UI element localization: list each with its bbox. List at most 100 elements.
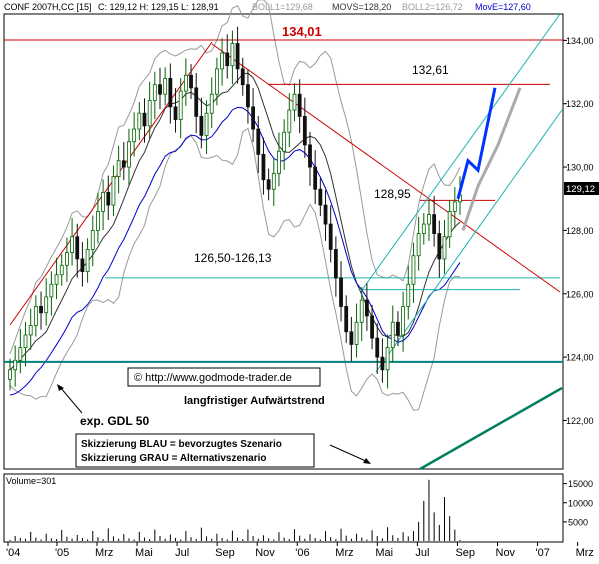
ema-line: [9, 106, 461, 396]
candle-body: [111, 176, 116, 206]
scenario-grey-text: Skizzierung GRAU = Alternativszenario: [81, 453, 267, 464]
x-axis: '04 '05 Mrz Mai Jul Sep Nov '06 Mrz Mai Jul Sep Nov '…: [6, 542, 594, 559]
y-tick-label: 126,00: [566, 289, 594, 299]
trend-lines: [4, 13, 563, 471]
candle-body: [158, 84, 162, 95]
candle-body: [33, 306, 38, 326]
candle-body: [85, 249, 90, 272]
candle-body: [282, 131, 287, 152]
candle-body: [44, 296, 49, 314]
candle-body: [447, 211, 452, 238]
candle-body: [364, 299, 369, 317]
candle-body: [80, 258, 85, 272]
scenario-blue-path: [456, 87, 497, 200]
x-tick-label: Mrz: [95, 547, 113, 559]
level-132-label: 132,61: [412, 63, 449, 77]
y-tick-label: 134,00: [566, 36, 594, 46]
y-tick-label: 124,00: [566, 353, 594, 363]
long-trend-line: [419, 386, 563, 471]
volume-frame: [3, 473, 564, 543]
x-tick-label: Mai: [375, 547, 393, 559]
candle-body: [64, 252, 69, 266]
bollinger-lower: [9, 127, 461, 411]
channel-upper: [361, 13, 561, 291]
trend-arrow: [329, 444, 369, 463]
candle-body: [323, 204, 328, 225]
candle-body: [251, 106, 256, 130]
candle-body: [132, 128, 137, 143]
header-boll1: BOLL1=129,68: [252, 2, 313, 12]
candle-body: [442, 236, 447, 260]
candle-body: [235, 43, 240, 70]
gdl-arrow-head: [57, 384, 64, 391]
y-axis: 122,00 124,00 126,00 128,00 130,00 132,00 134,…: [563, 36, 594, 426]
candle-body: [277, 150, 281, 174]
volume-tick-label: 10000: [568, 498, 593, 508]
header-boll2: BOLL2=126,72: [402, 2, 463, 12]
scenario-blue-text: Skizzierung BLAU = bevorzugtes Szenario: [81, 439, 282, 450]
sma-line: [9, 72, 461, 371]
candle-body: [13, 359, 18, 371]
candle-body: [246, 84, 250, 108]
candle-body: [333, 249, 338, 279]
candle-body: [8, 369, 12, 380]
x-tick-label: Sep: [215, 547, 235, 559]
candle-body: [214, 68, 219, 95]
x-tick-label: Mrz: [576, 547, 594, 559]
candle-body: [339, 277, 343, 307]
x-tick-label: Sep: [455, 547, 475, 559]
candle-body: [292, 93, 297, 111]
candle-body: [121, 160, 126, 168]
y-tick-label: 128,00: [566, 226, 594, 236]
x-tick-label: Mrz: [335, 547, 353, 559]
candle-body: [220, 52, 224, 70]
candle-body: [308, 144, 312, 168]
volume-tick-label: 15000: [568, 479, 593, 489]
copyright-text: © http://www.godmode-trader.de: [134, 372, 292, 384]
y-tick-label: 130,00: [566, 163, 594, 173]
candle-body: [359, 299, 364, 323]
candle-body: [163, 77, 168, 95]
header-ohlc: C: 129,12 H: 129,15 L: 128,91: [98, 2, 219, 12]
candle-body: [427, 214, 431, 225]
x-tick-label: Jul: [415, 547, 429, 559]
x-tick-label: '06: [295, 547, 309, 559]
candle-body: [240, 68, 245, 86]
candle-body: [390, 321, 395, 349]
candle-body: [147, 100, 152, 127]
candle-body: [370, 315, 374, 339]
candle-body: [256, 128, 261, 155]
candle-body: [178, 90, 183, 120]
scenario-sketches: [456, 87, 522, 231]
candle-body: [39, 306, 43, 314]
trend-arrow-head: [363, 458, 371, 464]
candle-body: [421, 223, 426, 234]
x-tick-label: Nov: [255, 547, 275, 559]
volume-tick-label: 5000: [568, 517, 588, 527]
candle-body: [297, 93, 302, 117]
candle-body: [70, 236, 74, 253]
candle-body: [54, 274, 59, 285]
level-134-label: 134,01: [282, 24, 322, 39]
header-symbol: CONF 2007H,CC [15]: [4, 2, 92, 12]
candle-body: [28, 325, 33, 336]
gdl-label: exp. GDL 50: [80, 414, 149, 428]
candle-body: [432, 214, 437, 234]
x-tick-label: Mai: [135, 547, 153, 559]
gdl-arrow: [59, 386, 83, 414]
x-tick-label: '05: [55, 547, 69, 559]
candle-body: [209, 93, 214, 114]
candle-body: [23, 334, 28, 349]
scenario-legend-box: [75, 433, 315, 468]
candle-body: [230, 43, 235, 67]
candle-body: [452, 201, 457, 212]
candlesticks: [8, 26, 462, 391]
plot-frame: [3, 13, 564, 470]
candle-body: [90, 230, 95, 250]
x-tick-label: Nov: [496, 547, 516, 559]
last-price-label: 129,12: [566, 184, 595, 195]
candle-body: [349, 331, 354, 345]
zone-126-label: 126,50-126,13: [194, 251, 272, 265]
